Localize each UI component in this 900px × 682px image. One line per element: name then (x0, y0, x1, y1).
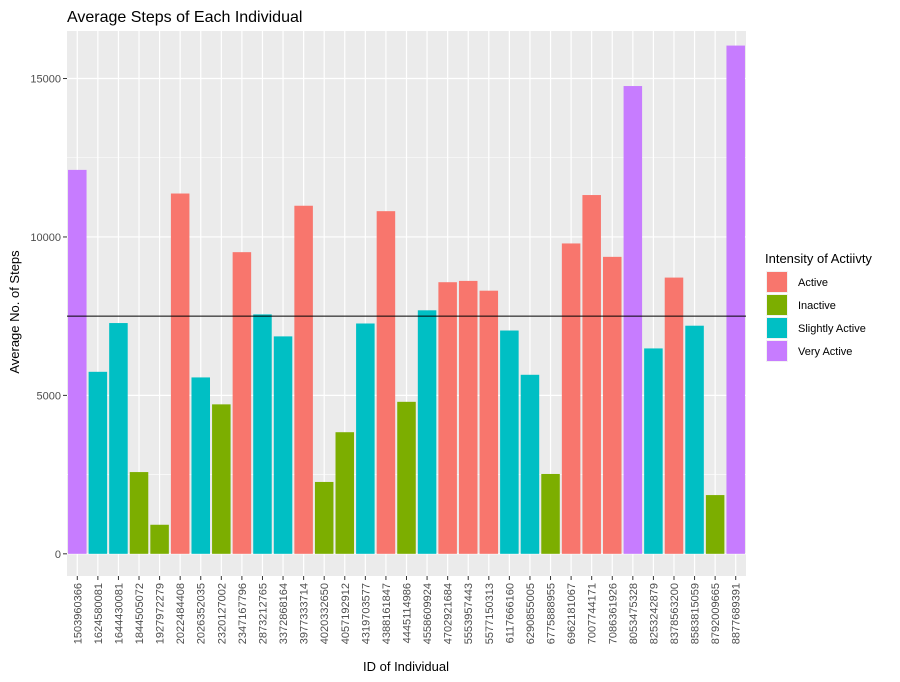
x-tick-label: 2022484408 (175, 583, 187, 644)
bar (88, 371, 108, 554)
x-tick-label: 2026352035 (196, 583, 208, 644)
chart-title: Average Steps of Each Individual (67, 9, 302, 26)
bar (232, 252, 252, 554)
bar (109, 323, 128, 554)
bar (273, 336, 293, 554)
bar (335, 432, 355, 554)
x-tick-label: 4020332650 (319, 583, 331, 644)
x-tick-label: 1503960366 (72, 583, 84, 644)
x-tick-label: 8378563200 (669, 583, 681, 644)
x-tick-label: 4702921684 (443, 583, 455, 644)
bar (705, 495, 725, 554)
x-tick-label: 1927972279 (155, 583, 167, 644)
x-tick-label: 8053475328 (628, 583, 640, 644)
bar (561, 243, 581, 554)
x-tick-label: 4558609924 (422, 583, 434, 644)
y-axis-title: Average No. of Steps (7, 250, 22, 374)
x-tick-label: 8583815059 (690, 583, 702, 644)
bar (170, 193, 190, 554)
y-tick-label: 10000 (30, 232, 61, 244)
bar (212, 404, 231, 554)
bars (68, 45, 745, 554)
x-axis-title: ID of Individual (363, 659, 449, 674)
bar (500, 330, 519, 554)
legend-swatch (767, 272, 787, 292)
x-tick-label: 1844505072 (134, 583, 146, 644)
x-tick-label: 1624580081 (93, 583, 105, 644)
x-tick-label: 6290855005 (525, 583, 537, 644)
legend-swatch (767, 295, 787, 315)
bar (253, 314, 272, 554)
bar (582, 195, 601, 554)
x-tick-label: 6775888955 (546, 583, 558, 644)
bar (191, 377, 211, 554)
y-axis: 0 5000 10000 15000 (30, 74, 67, 561)
x-tick-label: 4445114986 (402, 583, 414, 643)
bar (602, 256, 622, 554)
bar (458, 280, 478, 554)
legend-label: Active (798, 277, 828, 289)
bar (376, 211, 396, 554)
y-tick-label: 15000 (30, 74, 61, 86)
x-tick-label: 4388161847 (381, 583, 393, 644)
x-tick-label: 2347167796 (237, 583, 249, 644)
bar (294, 205, 313, 554)
bar (314, 481, 334, 554)
x-tick-label: 5577150313 (484, 583, 496, 644)
bar (664, 277, 684, 554)
bar (397, 401, 416, 554)
bar (644, 348, 663, 554)
bar (623, 86, 643, 554)
x-tick-label: 6117666160 (504, 583, 516, 643)
bar (520, 374, 540, 554)
bar (129, 472, 149, 554)
bar (685, 325, 704, 554)
x-tick-label: 3977333714 (299, 583, 311, 644)
x-tick-label: 7007744171 (587, 583, 599, 644)
x-tick-label: 7086361926 (607, 583, 619, 644)
y-tick-label: 5000 (37, 390, 61, 402)
legend-label: Very Active (798, 346, 852, 358)
bar (417, 310, 437, 554)
x-tick-label: 3372868164 (278, 583, 290, 644)
x-tick-label: 5553957443 (463, 583, 475, 644)
legend-swatch (767, 318, 787, 338)
x-tick-label: 8792009665 (710, 583, 722, 644)
x-tick-label: 8877689391 (731, 583, 743, 644)
legend-label: Inactive (798, 300, 836, 312)
x-tick-label: 2320127002 (216, 583, 228, 644)
bar (356, 323, 375, 554)
x-tick-label: 4057192912 (340, 583, 352, 644)
bar (541, 473, 560, 554)
bar (726, 45, 745, 554)
bar (150, 524, 169, 554)
bar (68, 169, 87, 554)
x-axis: 1503960366 1624580081 1644430081 1844505072… (72, 576, 743, 644)
x-tick-label: 2873212765 (257, 583, 269, 644)
x-tick-label: 8253242879 (648, 583, 660, 644)
bar (479, 290, 499, 554)
y-tick-label: 0 (55, 549, 61, 561)
legend-label: Slightly Active (798, 323, 866, 335)
x-tick-label: 6962181067 (566, 583, 578, 644)
x-tick-label: 4319703577 (360, 583, 372, 644)
legend-title: Intensity of Actiivty (765, 251, 872, 266)
legend-swatch (767, 341, 787, 361)
x-tick-label: 1644430081 (113, 583, 125, 644)
legend: Intensity of Actiivty Active Inactive Slig… (765, 251, 872, 362)
bar (438, 282, 457, 554)
